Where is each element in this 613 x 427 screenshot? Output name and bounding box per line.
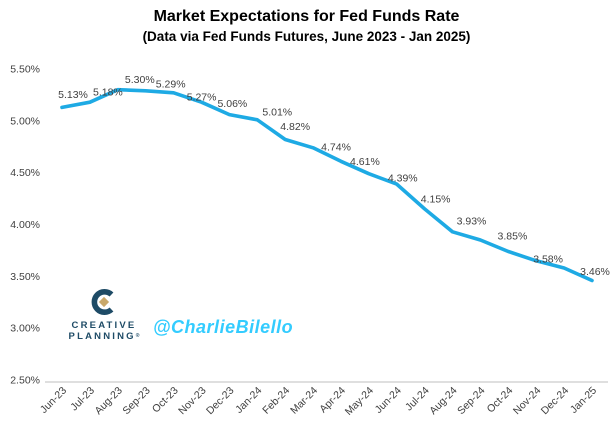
x-tick-label: May-24 <box>343 385 376 418</box>
x-tick-label: Jun-23 <box>38 385 69 416</box>
data-label: 5.18% <box>93 87 123 99</box>
x-tick-label: Dec-24 <box>539 385 572 418</box>
data-label: 3.46% <box>580 266 610 278</box>
x-tick-label: Feb-24 <box>260 385 292 417</box>
data-label: 3.85% <box>498 231 528 243</box>
x-tick-label: Jan-24 <box>233 385 264 416</box>
data-label: 5.27% <box>187 91 217 103</box>
creative-planning-icon <box>91 289 114 315</box>
y-tick-label: 4.50% <box>10 167 40 179</box>
x-tick-label: Aug-23 <box>92 385 125 418</box>
x-tick-label: Jun-24 <box>373 385 404 416</box>
y-tick-label: 5.50% <box>10 64 40 76</box>
creative-planning-logo: CREATIVE PLANNING® <box>64 288 144 342</box>
data-label: 4.15% <box>421 193 451 205</box>
x-tick-label: Oct-23 <box>150 385 181 416</box>
data-label: 3.58% <box>533 254 563 266</box>
x-tick-label: Oct-24 <box>485 385 516 416</box>
data-label: 4.74% <box>321 141 351 153</box>
data-label: 5.01% <box>262 106 292 118</box>
data-label: 4.61% <box>350 156 380 168</box>
y-tick-label: 5.00% <box>10 115 40 127</box>
data-label: 5.29% <box>156 78 186 90</box>
y-tick-label: 3.00% <box>10 323 40 335</box>
x-tick-label: Jan-25 <box>568 385 599 416</box>
data-label: 5.06% <box>217 98 247 110</box>
x-tick-label: Nov-23 <box>176 385 209 418</box>
data-label: 3.93% <box>457 215 487 227</box>
data-label: 5.30% <box>125 74 155 86</box>
y-tick-label: 4.00% <box>10 219 40 231</box>
data-label: 4.39% <box>388 173 418 185</box>
brand-text-creative: CREATIVE <box>71 320 137 331</box>
chart-subtitle: (Data via Fed Funds Futures, June 2023 -… <box>142 29 471 44</box>
x-tick-label: Mar-24 <box>288 385 320 417</box>
chart-title: Market Expectations for Fed Funds Rate <box>153 8 460 25</box>
brand-text-planning: PLANNING® <box>68 331 140 342</box>
data-label: 4.82% <box>280 121 310 133</box>
x-tick-label: Sep-23 <box>120 385 153 418</box>
data-label: 5.13% <box>58 89 88 101</box>
x-tick-label: Aug-24 <box>427 385 460 418</box>
registered-mark: ® <box>135 333 140 339</box>
rate-line <box>60 87 594 283</box>
y-tick-label: 2.50% <box>10 375 40 387</box>
charliebilello-watermark: @CharlieBilello <box>153 317 294 337</box>
x-tick-label: Dec-23 <box>204 385 237 418</box>
y-tick-label: 3.50% <box>10 271 40 283</box>
x-tick-label: Nov-24 <box>511 385 544 418</box>
x-tick-label: Sep-24 <box>455 385 488 418</box>
